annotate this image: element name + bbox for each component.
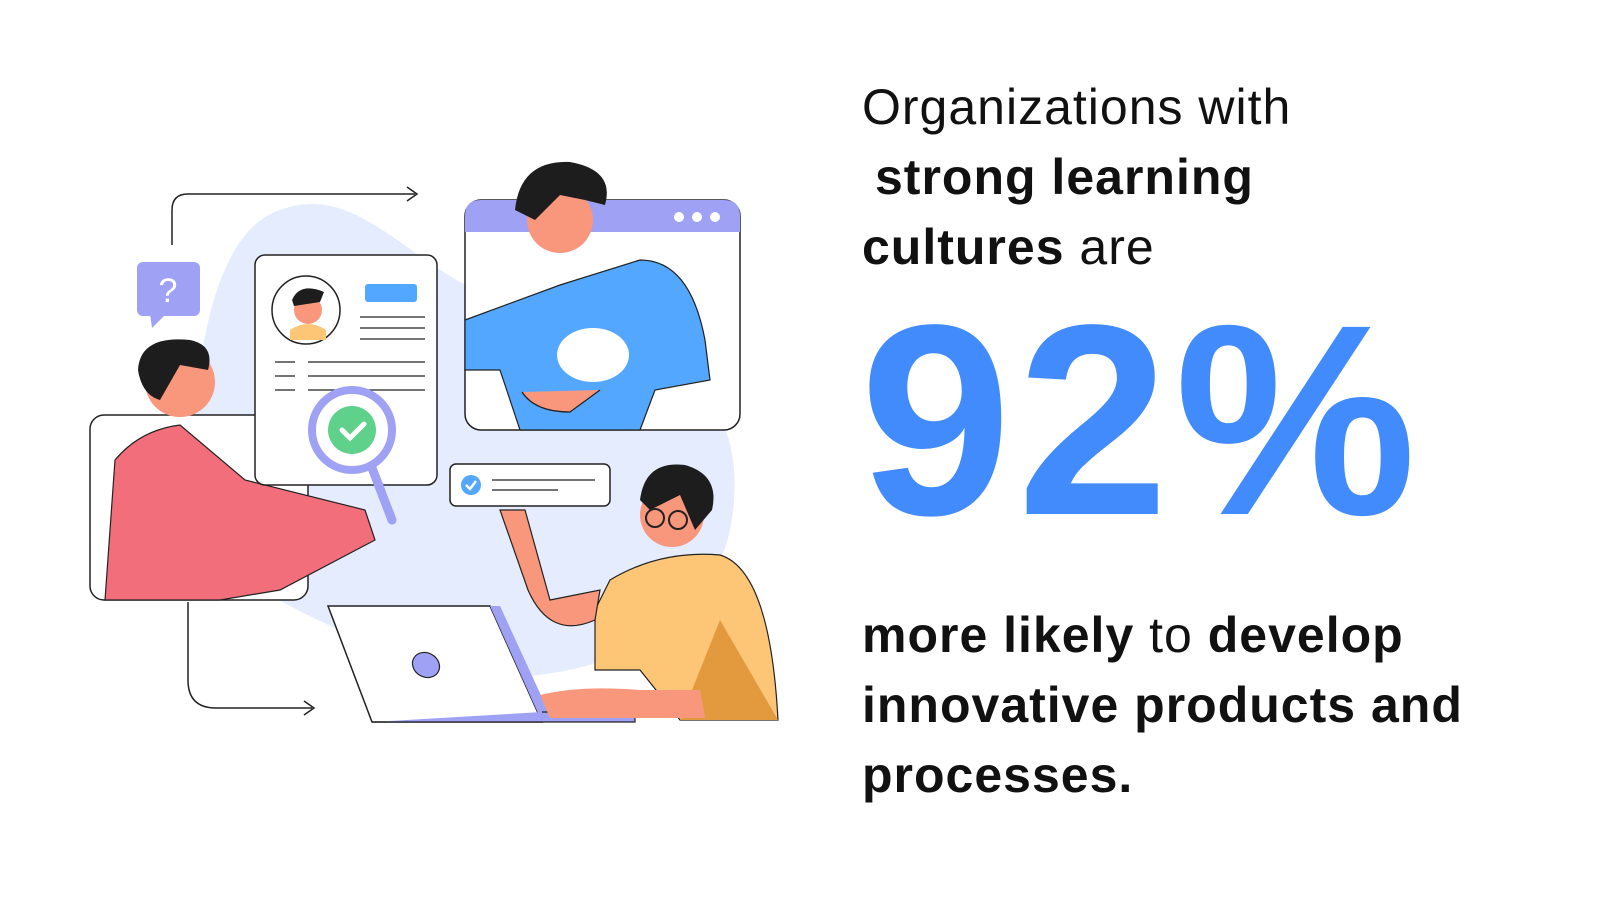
- checkbox-icon: [449, 463, 611, 507]
- footer-line-1: more likely to develop: [862, 600, 1404, 670]
- question-bubble-icon: ?: [137, 262, 200, 328]
- headline-line-3: cultures are: [862, 212, 1155, 282]
- team-collaboration-illustration: ?: [89, 161, 779, 723]
- headline-line-1: Organizations with: [862, 79, 1292, 135]
- footer-line-2: innovative products and: [862, 677, 1463, 733]
- arrow-bottom: [187, 602, 312, 709]
- footer-develop: develop: [1207, 607, 1404, 663]
- footer-line-3: processes.: [862, 747, 1134, 803]
- laptop-icon: [326, 605, 705, 723]
- svg-text:?: ?: [159, 272, 178, 310]
- footer-more-likely: more likely: [862, 607, 1135, 663]
- arrow-top: [171, 193, 415, 245]
- headline-line-2: strong learning: [875, 149, 1254, 205]
- headline-cultures: cultures: [862, 219, 1065, 275]
- headline-are: are: [1064, 219, 1155, 275]
- person-left-body: [104, 424, 376, 601]
- stat-value: 92%: [860, 268, 1423, 572]
- footer-to: to: [1134, 607, 1208, 663]
- browser-dots-icon: [674, 212, 720, 222]
- magnifier-check-icon: [308, 386, 397, 525]
